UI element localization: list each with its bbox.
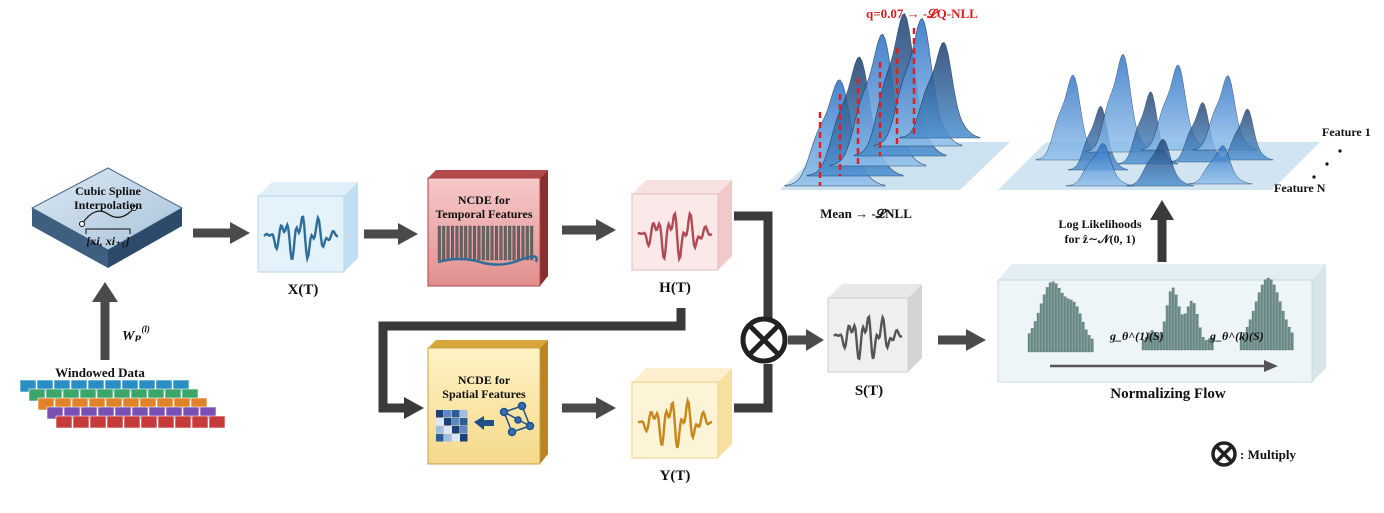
- s-cube-label: S(T): [855, 383, 883, 399]
- cubic-spline-title-2: Interpolation: [74, 198, 142, 212]
- multiply-legend-icon: [1211, 441, 1237, 467]
- normalizing-flow-box: [997, 264, 1326, 383]
- ncde-temporal-title-1: NCDE for: [458, 193, 511, 207]
- line-h-to-spatial-head: [404, 397, 424, 419]
- multiply-operator: [740, 316, 788, 364]
- arrow-up-weight-head: [92, 282, 118, 302]
- ncde-spatial-title-1: NCDE for: [458, 373, 511, 387]
- arrow-flow-up-head: [1150, 200, 1174, 220]
- h-cube: [631, 180, 732, 271]
- mean-nll-label: Mean → -𝓛NLL: [820, 206, 912, 221]
- y-cube: [631, 368, 732, 459]
- flow-gk-label: g_θ^(k)(S): [1209, 329, 1264, 343]
- flow-g1-label: g_θ^(1)(S): [1109, 329, 1164, 343]
- ncde-temporal-block: [427, 170, 548, 287]
- cubic-spline-title-1: Cubic Spline: [75, 184, 141, 198]
- x-cube: [257, 182, 358, 273]
- line-h-to-spatial: [378, 308, 686, 413]
- arrow-multiply-to-s-head: [806, 329, 824, 351]
- feature-first-label: Feature 1: [1322, 125, 1371, 139]
- arrow-spatial-to-y-head: [596, 397, 616, 419]
- log-likelihood-line2: for ẑ∼𝒩(0, 1): [1065, 232, 1136, 246]
- weight-label: Wₚ(l): [122, 324, 150, 344]
- arrow-s-to-flow-head: [966, 329, 986, 351]
- s-cube: [827, 284, 922, 373]
- windowed-data-stack: [19, 379, 226, 429]
- cubic-spline-interval: [xi, xi₊₁]: [86, 234, 129, 248]
- ncde-temporal-title-2: Temporal Features: [436, 207, 533, 221]
- arrow-x-to-ncde-head: [398, 223, 418, 245]
- log-likelihood-line1: Log Likelihoods: [1058, 217, 1141, 231]
- arrow-spline-to-x-head: [230, 222, 250, 244]
- feature-last-label: Feature N: [1274, 181, 1326, 195]
- qnll-label: q=0.07 → -𝓛Q-NLL: [866, 6, 978, 21]
- ncde-spatial-title-2: Spatial Features: [442, 387, 526, 401]
- line-y-to-multiply: [734, 364, 773, 413]
- qnll-distribution-plot: [780, 13, 1010, 190]
- cubic-spline-block: [30, 167, 184, 268]
- normalizing-flow-title: Normalizing Flow: [1110, 386, 1226, 402]
- arrow-ncde-to-h-head: [596, 219, 616, 241]
- h-cube-label: H(T): [659, 280, 691, 296]
- x-cube-label: X(T): [288, 282, 319, 298]
- line-h-to-multiply: [734, 211, 773, 318]
- feature-distribution-plot: [998, 53, 1320, 190]
- windowed-data-label: Windowed Data: [55, 365, 145, 380]
- multiply-legend-label: : Multiply: [1240, 447, 1296, 462]
- ncde-spatial-block: [427, 340, 548, 465]
- feature-ellipsis: [1312, 149, 1342, 179]
- y-cube-label: Y(T): [660, 468, 691, 484]
